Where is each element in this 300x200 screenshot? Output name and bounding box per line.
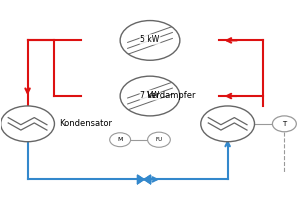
Circle shape xyxy=(120,21,180,60)
Circle shape xyxy=(272,116,296,132)
Text: T: T xyxy=(282,121,286,127)
Circle shape xyxy=(110,133,130,147)
Polygon shape xyxy=(144,175,151,184)
Text: 5 kW: 5 kW xyxy=(140,35,160,44)
Circle shape xyxy=(120,76,180,116)
Text: Kondensator: Kondensator xyxy=(59,119,112,128)
Text: Verdampfer: Verdampfer xyxy=(147,91,196,100)
Text: M: M xyxy=(118,137,123,142)
Circle shape xyxy=(148,132,170,147)
Circle shape xyxy=(1,106,54,142)
Text: FU: FU xyxy=(155,137,163,142)
Circle shape xyxy=(201,106,254,142)
Polygon shape xyxy=(137,175,144,184)
Text: 7 kW: 7 kW xyxy=(140,91,160,100)
